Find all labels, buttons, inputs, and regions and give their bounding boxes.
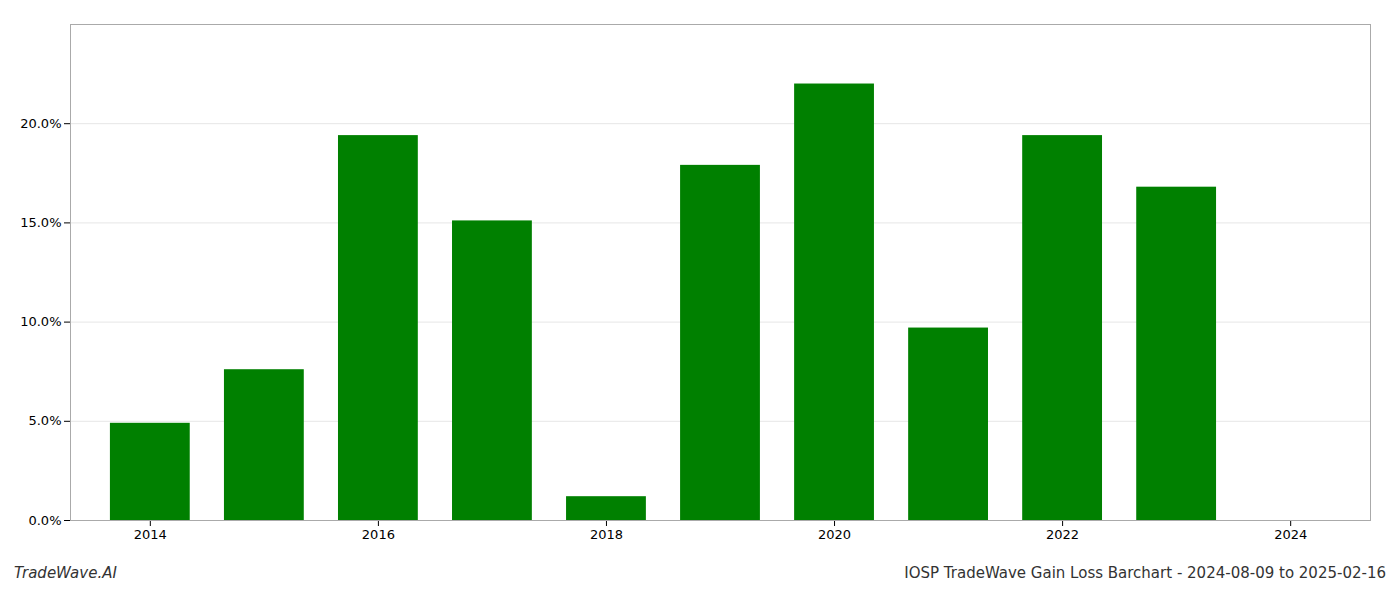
svg-text:2020: 2020 [818, 527, 851, 542]
svg-text:10.0%: 10.0% [20, 314, 61, 329]
svg-text:2014: 2014 [134, 527, 167, 542]
svg-text:15.0%: 15.0% [20, 215, 61, 230]
svg-text:2016: 2016 [362, 527, 395, 542]
svg-text:2022: 2022 [1046, 527, 1079, 542]
html-text:TradeWave.AI: TradeWave.AI [14, 564, 117, 582]
svg-text:2024: 2024 [1274, 527, 1307, 542]
svg-text:20.0%: 20.0% [20, 116, 61, 131]
html-text:IOSP TradeWave Gain Loss Barch: IOSP TradeWave Gain Loss Barchart - 2024… [904, 564, 1386, 582]
svg-text:0.0%: 0.0% [28, 513, 61, 528]
svg-text:2018: 2018 [590, 527, 623, 542]
svg-text:5.0%: 5.0% [28, 413, 61, 428]
